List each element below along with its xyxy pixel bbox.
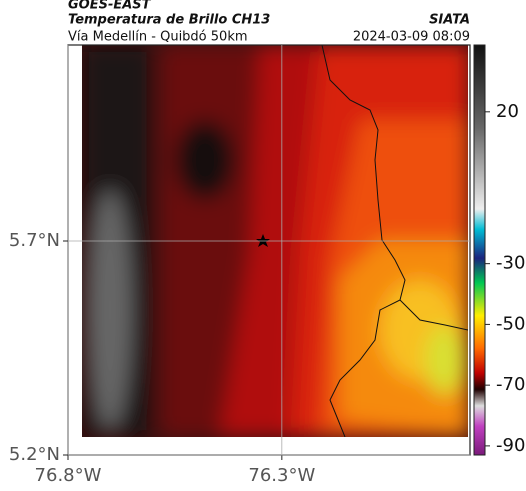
colorbar-tick-label: 20 bbox=[496, 101, 519, 122]
source: SIATA bbox=[429, 13, 470, 28]
subtitle: Vía Medellín - Quibdó 50km bbox=[68, 30, 248, 45]
x-tick-label: 76.3°W bbox=[248, 465, 315, 486]
x-tick-label: 76.8°W bbox=[35, 465, 102, 486]
satellite: GOES-EAST bbox=[68, 0, 152, 13]
colorbar-tick-label: -90 bbox=[496, 435, 525, 456]
y-tick-label: 5.2°N bbox=[9, 444, 60, 465]
location-marker bbox=[256, 234, 270, 247]
title: Temperatura de Brillo CH13 bbox=[68, 13, 270, 28]
y-tick-label: 5.7°N bbox=[9, 230, 60, 251]
colorbar bbox=[473, 44, 486, 456]
colorbar-tick-label: -70 bbox=[496, 374, 525, 395]
datetime: 2024-03-09 08:09 bbox=[353, 30, 470, 45]
colorbar-tick-label: -50 bbox=[496, 313, 525, 334]
colorbar-tick-label: -30 bbox=[496, 253, 525, 274]
